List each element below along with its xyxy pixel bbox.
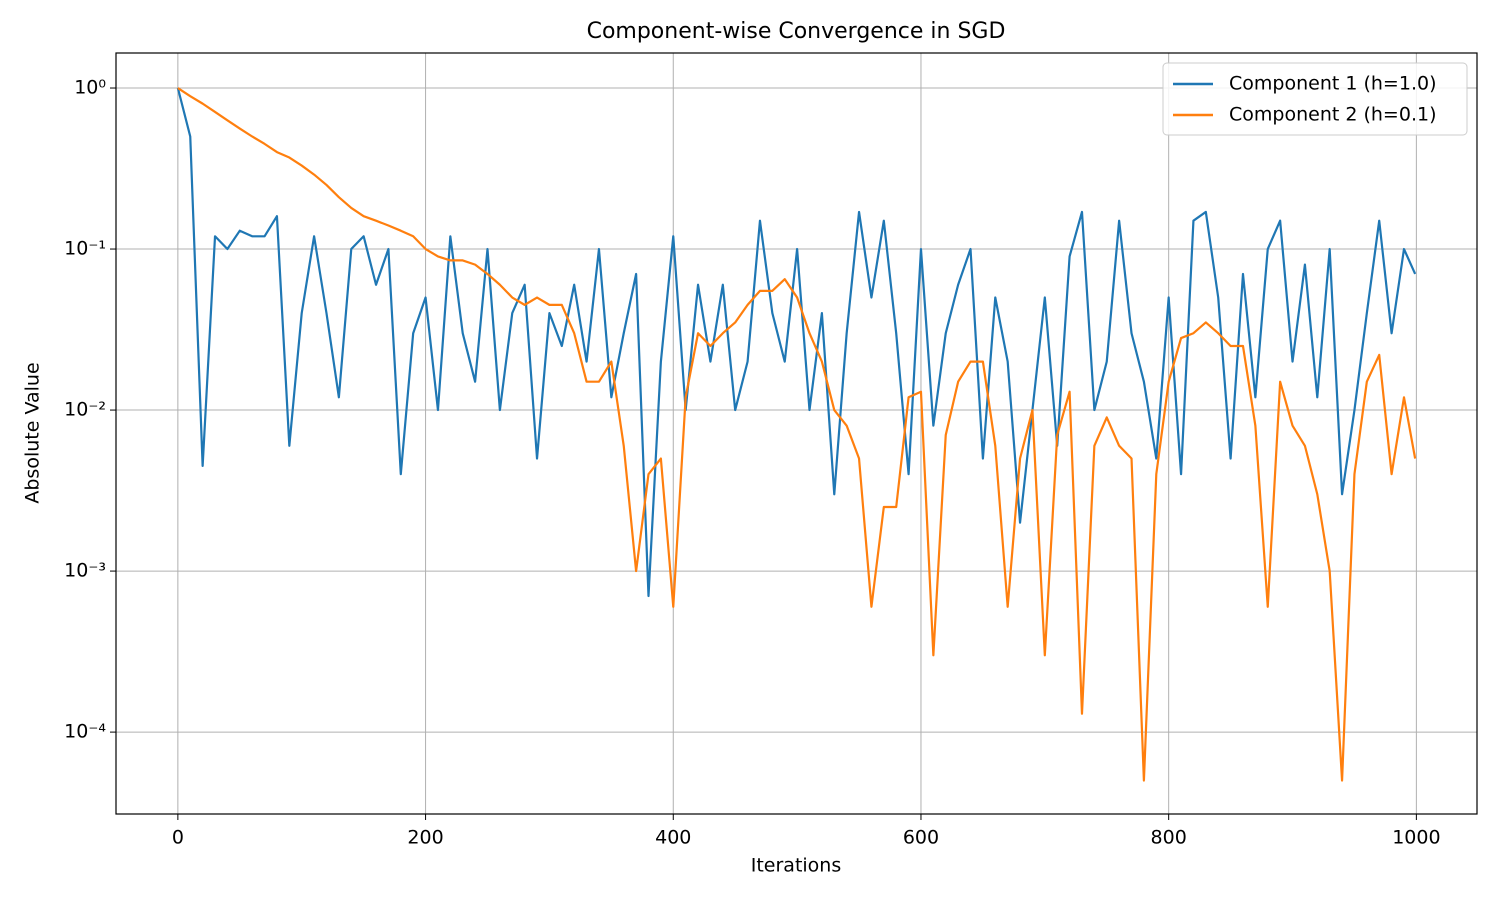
legend-box [1162, 62, 1468, 136]
line-series [176, 87, 1417, 598]
y-axis-label: Absolute Value [22, 362, 44, 503]
x-tick-label: 0 [172, 827, 184, 849]
legend-label: Component 1 (h=1.0) [1229, 73, 1436, 95]
legend-label: Component 2 (h=0.1) [1229, 104, 1436, 126]
x-tick-label: 1000 [1392, 827, 1440, 849]
y-tick-label: 10⁻⁴ [64, 721, 106, 743]
plot-frame [115, 52, 1478, 815]
y-tick-label: 10⁰ [74, 77, 106, 99]
x-axis-label: Iterations [751, 855, 842, 877]
x-tick-label: 200 [407, 827, 443, 849]
x-tick-label: 800 [1151, 827, 1187, 849]
x-tick-label: 600 [903, 827, 939, 849]
line-series [177, 87, 1417, 782]
y-tick-label: 10⁻¹ [64, 238, 106, 260]
y-tick-label: 10⁻³ [64, 560, 106, 582]
chart-title: Component-wise Convergence in SGD [587, 19, 1006, 44]
y-tick-label: 10⁻² [64, 399, 106, 421]
x-tick-label: 400 [655, 827, 691, 849]
